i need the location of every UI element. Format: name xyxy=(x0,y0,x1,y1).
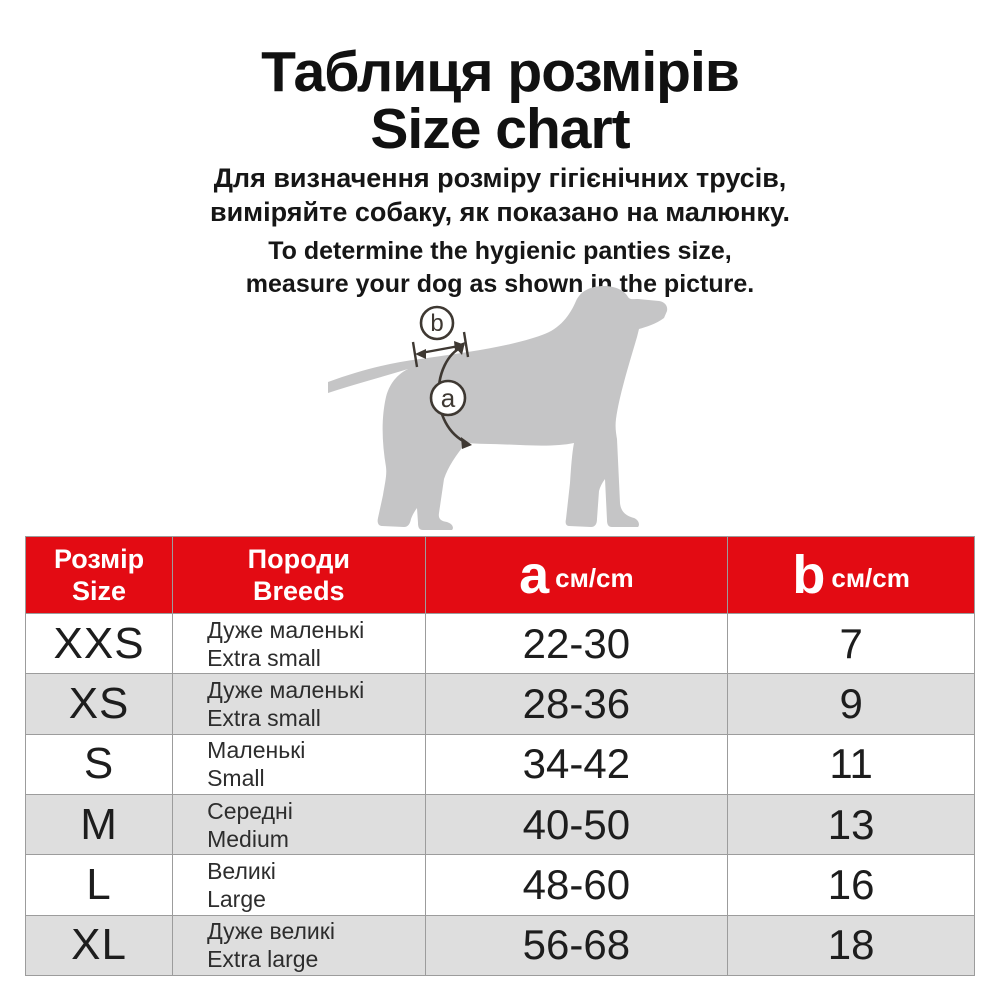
page-title-en: Size chart xyxy=(370,97,630,162)
col-header-b-letter: b xyxy=(792,545,826,605)
a-value-cell: 48-60 xyxy=(424,854,729,916)
intro-uk-line2: виміряйте собаку, як показано на малюнку… xyxy=(209,197,791,227)
breed-uk: Великі xyxy=(207,857,276,884)
breed-cell: Дуже великі Extra large xyxy=(172,914,426,977)
breed-cell: Великі Large xyxy=(172,854,426,916)
dog-silhouette xyxy=(328,286,668,530)
width-arrow-head-right xyxy=(454,341,465,351)
intro-text-uk: Для визначення розміру гігієнічних трусі… xyxy=(0,161,1000,229)
col-header-breeds-uk: Породи xyxy=(247,544,350,574)
marker-a-label: a xyxy=(441,383,456,413)
table-row-l: L Великі Large 48-60 16 xyxy=(24,854,975,916)
breed-uk: Дуже великі xyxy=(207,918,335,945)
breed-cell: Середні Medium xyxy=(172,793,426,856)
intro-en-line2: measure your dog as shown in the picture… xyxy=(245,270,755,298)
size-cell: XS xyxy=(24,673,174,735)
a-value-cell: 56-68 xyxy=(424,914,729,977)
breed-en: Medium xyxy=(207,825,289,852)
breed-en: Large xyxy=(207,885,266,912)
size-cell: S xyxy=(24,733,174,795)
width-arrow-tick-left xyxy=(411,341,419,368)
col-header-b-unit: см/cm xyxy=(831,563,910,593)
table-row-m: M Середні Medium 40-50 13 xyxy=(24,793,975,856)
col-header-size-uk: Розмір xyxy=(53,544,145,574)
marker-b-label: b xyxy=(430,310,443,337)
table-row-xxs: XXS Дуже маленькі Extra small 22-30 7 xyxy=(24,612,975,675)
breed-cell: Дуже маленькі Extra small xyxy=(172,673,426,735)
b-value-cell: 11 xyxy=(727,733,975,795)
table-row-xl: XL Дуже великі Extra large 56-68 18 xyxy=(24,914,975,977)
width-arrow-head-left xyxy=(415,349,426,359)
breed-uk: Середні xyxy=(207,797,293,824)
breed-cell: Дуже маленькі Extra small xyxy=(172,612,426,675)
breed-uk: Дуже маленькі xyxy=(207,676,365,703)
table-row-s: S Маленькі Small 34-42 11 xyxy=(24,733,975,795)
breed-cell: Маленькі Small xyxy=(172,733,426,795)
size-cell: XL xyxy=(24,914,174,977)
b-value-cell: 13 xyxy=(727,793,975,856)
width-arrow-tick-right xyxy=(462,331,470,358)
b-value-cell: 18 xyxy=(727,914,975,977)
a-value-cell: 22-30 xyxy=(424,612,729,675)
a-value-cell: 28-36 xyxy=(424,673,729,735)
size-table-body: XXS Дуже маленькі Extra small 22-30 7 XS… xyxy=(24,612,975,977)
girth-arc-arrowhead-bottom xyxy=(461,437,472,449)
col-header-size: Розмір Size xyxy=(24,536,174,614)
size-cell: M xyxy=(24,793,174,856)
col-header-a-letter: a xyxy=(519,545,550,605)
a-value-cell: 40-50 xyxy=(424,793,729,856)
col-header-b: b см/cm xyxy=(727,536,975,614)
size-table-header: Розмір Size Породи Breeds a см/cm b см/cm xyxy=(24,536,975,614)
col-header-breeds: Породи Breeds xyxy=(172,536,426,614)
b-value-cell: 16 xyxy=(727,854,975,916)
col-header-a-unit: см/cm xyxy=(555,563,634,593)
dog-measurement-figure: b a xyxy=(320,283,680,533)
breed-en: Extra small xyxy=(207,644,321,671)
intro-uk-line1: Для визначення розміру гігієнічних трусі… xyxy=(213,163,787,193)
page-title: Таблиця розмірів Size chart xyxy=(0,44,1000,158)
header-row: Розмір Size Породи Breeds a см/cm b см/cm xyxy=(24,536,975,614)
table-row-xs: XS Дуже маленькі Extra small 28-36 9 xyxy=(24,673,975,735)
size-table: Розмір Size Породи Breeds a см/cm b см/cm … xyxy=(24,536,975,977)
col-header-breeds-en: Breeds xyxy=(253,576,345,606)
width-arrow-shaft xyxy=(420,344,460,355)
intro-en-line1: To determine the hygienic panties size, xyxy=(268,237,732,265)
page-title-uk: Таблиця розмірів xyxy=(261,40,740,105)
size-cell: XXS xyxy=(24,612,174,675)
col-header-size-en: Size xyxy=(72,576,127,606)
breed-uk: Дуже маленькі xyxy=(207,616,365,643)
a-value-cell: 34-42 xyxy=(424,733,729,795)
col-header-a: a см/cm xyxy=(424,536,729,614)
b-value-cell: 9 xyxy=(727,673,975,735)
marker-a-circle xyxy=(429,379,467,417)
breed-en: Small xyxy=(207,765,265,792)
b-value-cell: 7 xyxy=(727,612,975,675)
marker-b-circle xyxy=(419,305,455,341)
intro-text-en: To determine the hygienic panties size, … xyxy=(0,235,1000,301)
breed-en: Extra large xyxy=(207,946,319,973)
breed-uk: Маленькі xyxy=(207,737,306,764)
dog-figure-svg: b a xyxy=(328,286,668,530)
breed-en: Extra small xyxy=(207,704,321,731)
size-cell: L xyxy=(24,854,174,916)
